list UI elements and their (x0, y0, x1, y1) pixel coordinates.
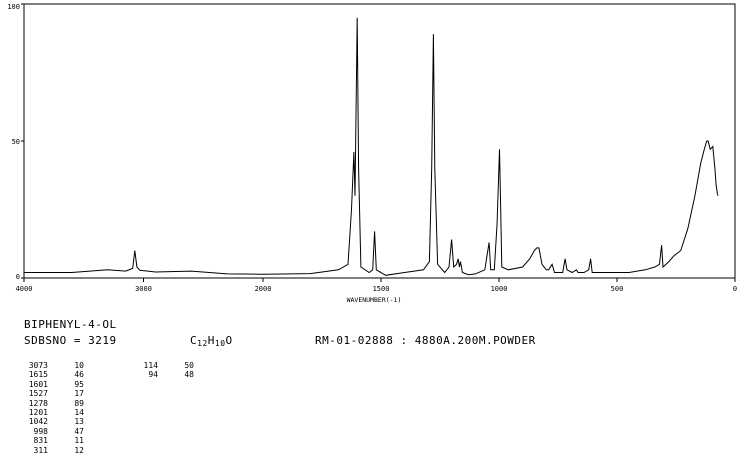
peak-table-main: 3073 10 1615 46 1601 95 1527 17 1278 89 1201 14 1042… (20, 361, 100, 455)
peak-row: 831 11 (20, 436, 100, 445)
peak-wavenumber: 831 (33, 436, 48, 446)
peak-row: 311 12 (20, 446, 100, 455)
plot-frame (23, 3, 736, 279)
x-tick-label: 500 (611, 285, 624, 293)
peak-wavenumber: 3073 (28, 361, 48, 370)
peak-intensity: 95 (74, 379, 84, 389)
peak-row: 1615 46 (20, 370, 100, 379)
peak-wavenumber: 998 (33, 426, 48, 436)
formula-hydrogen: H (207, 334, 215, 347)
peak-wavenumber: 1527 (28, 389, 48, 399)
peak-intensity: 46 (74, 370, 84, 380)
x-tick-label: 0 (733, 285, 737, 293)
y-tick-label: 50 (12, 138, 20, 146)
sdbs-number: SDBSNO = 3219 (24, 334, 117, 347)
peak-intensity: 48 (184, 370, 194, 380)
peak-row: 1042 13 (20, 417, 100, 426)
peak-table-extra: 114 50 94 48 (130, 361, 210, 380)
x-tick-label: 3000 (135, 285, 152, 293)
peak-row: 1201 14 (20, 408, 100, 417)
x-tick-label: 1500 (373, 285, 390, 293)
formula-hydrogen-count: 10 (214, 339, 226, 348)
peak-wavenumber: 1601 (28, 379, 48, 389)
y-tick-label: 100 (7, 3, 20, 11)
peak-intensity: 10 (74, 361, 84, 370)
peak-row: 94 48 (130, 370, 210, 379)
spectrum-trace (24, 17, 719, 276)
peak-intensity: 89 (74, 398, 84, 408)
chart-ticks: 4000 3000 2000 1500 1000 500 0 0 50 100 (7, 3, 737, 293)
x-axis-label: WAVENUMBER(-1) (347, 296, 402, 304)
formula-oxygen: O (225, 334, 233, 347)
peak-wavenumber: 1278 (28, 398, 48, 408)
peak-intensity: 14 (74, 407, 84, 417)
formula-carbon: C (190, 334, 198, 347)
molecular-formula: C12H10O (190, 334, 233, 348)
peak-row: 114 50 (130, 361, 210, 370)
peak-wavenumber: 114 (143, 361, 158, 370)
x-tick-label: 2000 (255, 285, 272, 293)
peak-wavenumber: 311 (33, 445, 48, 455)
x-tick-label: 1000 (491, 285, 508, 293)
peak-wavenumber: 1201 (28, 407, 48, 417)
peak-intensity: 11 (74, 436, 84, 446)
peak-intensity: 12 (74, 445, 84, 455)
chart-axes (23, 3, 736, 279)
peak-row: 1527 17 (20, 389, 100, 398)
formula-carbon-count: 12 (197, 339, 208, 348)
sample-info: RM-01-02888 : 4880A.200M.POWDER (315, 334, 536, 347)
x-tick-label: 4000 (16, 285, 33, 293)
peak-row: 3073 10 (20, 361, 100, 370)
peak-row: 1278 89 (20, 399, 100, 408)
compound-name: BIPHENYL-4-OL (24, 318, 117, 331)
y-tick-label: 0 (16, 273, 20, 281)
peak-intensity: 47 (74, 426, 84, 436)
peak-intensity: 50 (184, 361, 194, 370)
peak-intensity: 13 (74, 417, 84, 427)
peak-wavenumber: 94 (148, 370, 158, 380)
peak-wavenumber: 1042 (28, 417, 48, 427)
peak-intensity: 17 (74, 389, 84, 399)
peak-wavenumber: 1615 (28, 370, 48, 380)
ir-spectrum-chart: 4000 3000 2000 1500 1000 500 0 0 50 100 WAVENUMBE… (7, 3, 737, 304)
peak-row: 998 47 (20, 427, 100, 436)
peak-row: 1601 95 (20, 380, 100, 389)
